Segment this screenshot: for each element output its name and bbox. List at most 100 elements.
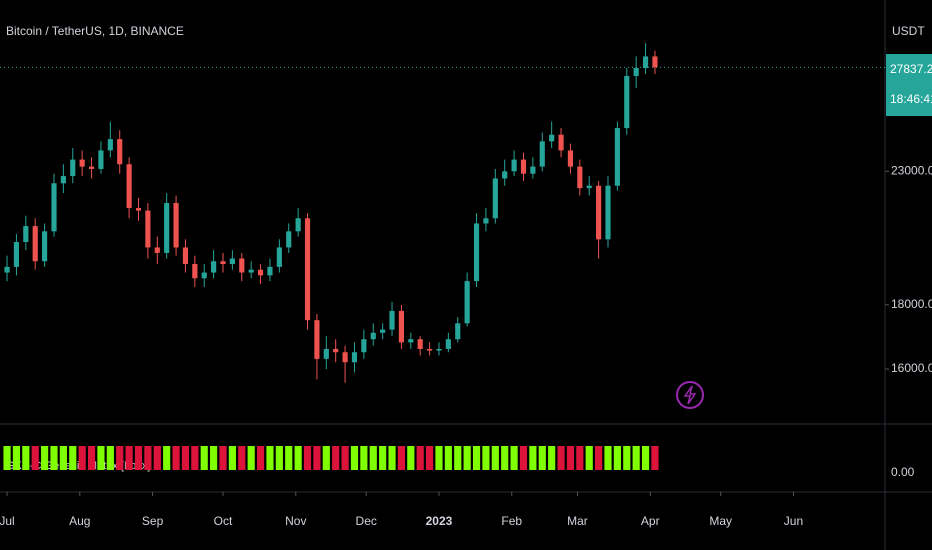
indicator-bar [125, 446, 133, 470]
indicator-bar [31, 446, 39, 470]
candle-body [614, 128, 620, 186]
candle-body [286, 231, 292, 248]
indicator-bar [472, 446, 481, 470]
candle-body [304, 218, 311, 321]
x-tick-label: Oct [214, 514, 233, 528]
indicator-bar [463, 446, 471, 470]
candle-body [107, 139, 113, 151]
indicator-bar [379, 446, 387, 470]
indicator-bar [444, 446, 452, 470]
candle-body [436, 348, 442, 351]
indicator-bar [604, 446, 612, 470]
candle-body [455, 323, 461, 340]
indicator-bar [576, 446, 584, 470]
candle-body [380, 329, 386, 333]
candle-body [464, 281, 470, 324]
indicator-bar [172, 446, 180, 470]
candle-body [126, 164, 132, 209]
candle-body [333, 348, 339, 353]
candle-body [605, 185, 611, 240]
indicator-bar [313, 446, 321, 470]
candle-body [229, 258, 235, 265]
candle-body [276, 247, 282, 267]
indicator-bar [22, 446, 30, 470]
indicator-bar [41, 446, 49, 470]
indicator-bar [407, 446, 415, 470]
indicator-bar [529, 446, 537, 470]
indicator-bar [641, 446, 650, 470]
indicator-bar [59, 446, 67, 470]
indicator-bar [144, 446, 152, 470]
x-tick-label: May [709, 514, 732, 528]
candle-body [417, 339, 423, 349]
candle-body [211, 261, 217, 273]
currency: USDT [892, 24, 925, 38]
last-price: 27837.24 [890, 62, 932, 76]
candle-body [567, 150, 574, 167]
indicator-bar [116, 446, 124, 470]
candle-body [32, 226, 38, 262]
indicator-bar [181, 446, 190, 470]
candle-body [408, 339, 414, 343]
candle-body [60, 176, 66, 184]
indicator-tick-label: 0.00 [891, 465, 915, 479]
indicator-bar [491, 446, 499, 470]
indicator-bar [651, 446, 659, 470]
indicator-bar [3, 446, 11, 470]
indicator-bar [285, 446, 293, 470]
candle-body [79, 159, 85, 167]
indicator-bar [238, 446, 246, 470]
candle-body [98, 150, 104, 169]
indicator-bar [210, 446, 218, 470]
candle-body [117, 139, 123, 165]
x-tick-label: Feb [501, 514, 522, 528]
candle-body [23, 226, 29, 243]
indicator-bar [538, 446, 546, 470]
indicator-bar [613, 446, 621, 470]
indicator-bar [388, 446, 396, 470]
indicator-bar [97, 446, 105, 470]
indicator-bar [369, 446, 377, 470]
indicator-bar [632, 446, 640, 470]
indicator-bar [350, 446, 359, 470]
countdown: 18:46:41 [890, 92, 932, 106]
indicator-bar [294, 446, 302, 470]
candle-body [220, 261, 226, 265]
candle-body [549, 134, 555, 142]
alert-bolt [683, 385, 697, 405]
candle-body [182, 247, 189, 265]
x-tick-label: Sep [142, 514, 164, 528]
candle-body [257, 269, 264, 276]
x-tick-label: Dec [356, 514, 377, 528]
alert-icon[interactable] [676, 381, 704, 409]
candle-body [154, 247, 160, 253]
candle-body [42, 231, 48, 262]
y-tick-label: 16000.00 [891, 361, 932, 375]
indicator-bar [623, 446, 631, 470]
candle-body [389, 310, 395, 330]
indicator-bar [416, 446, 424, 470]
y-tick-label: 23000.00 [891, 163, 932, 177]
indicator-bar [78, 446, 86, 470]
candle-body [192, 264, 198, 279]
candle-body [520, 159, 527, 174]
candle-body [201, 272, 207, 279]
indicator-bar [163, 446, 171, 470]
indicator-bar [332, 446, 340, 470]
price-label-box [886, 54, 932, 116]
candle-body [492, 178, 498, 219]
indicator-bar [482, 446, 490, 470]
x-tick-label: Nov [285, 514, 306, 528]
indicator-bar [341, 446, 349, 470]
indicator-bar [303, 446, 312, 470]
indicator-bar [510, 446, 518, 470]
indicator-bar [153, 446, 161, 470]
indicator-bar [566, 446, 575, 470]
indicator-bar [106, 446, 114, 470]
indicator-bar [228, 446, 236, 470]
candle-body [530, 166, 536, 174]
x-tick-label: Mar [567, 514, 588, 528]
candle-body [539, 141, 545, 167]
candle-body [642, 56, 649, 69]
